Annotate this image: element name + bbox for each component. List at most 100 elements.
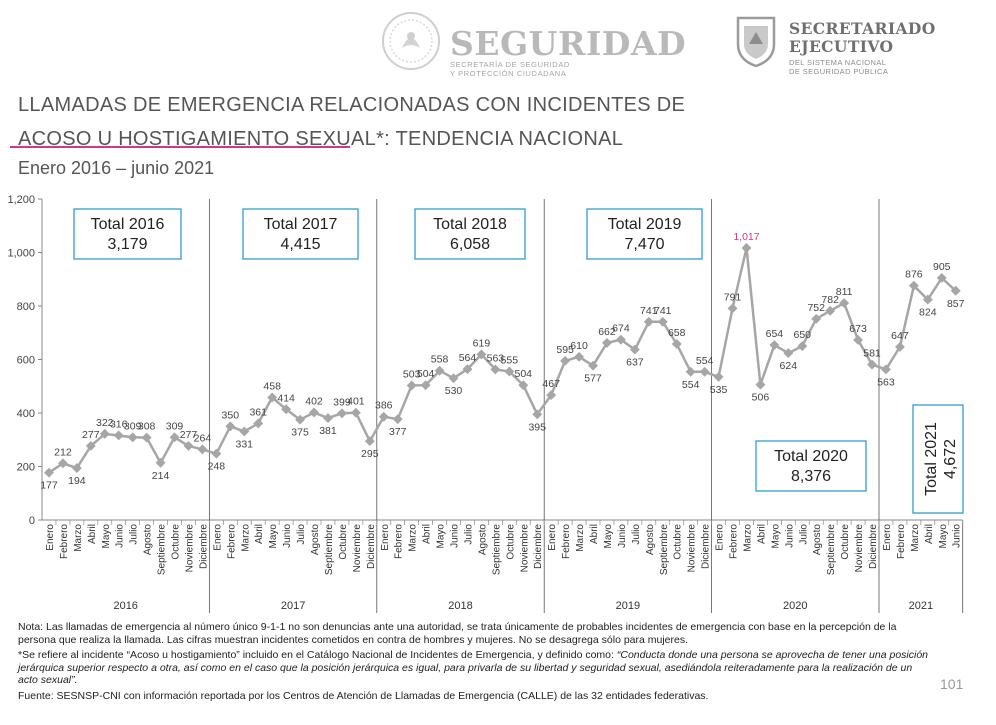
x-tick-label: Julio xyxy=(129,524,140,545)
mexico-seal-icon xyxy=(382,12,440,70)
total-label: Total 2016 xyxy=(91,216,165,233)
data-point xyxy=(127,432,138,443)
data-label: 194 xyxy=(68,475,86,487)
y-tick-label: 200 xyxy=(17,462,35,474)
data-label: 673 xyxy=(849,323,867,335)
x-tick-label: Mayo xyxy=(770,524,781,549)
data-point xyxy=(546,390,557,401)
data-label: 530 xyxy=(445,385,463,397)
data-point xyxy=(922,294,933,305)
data-label: 316 xyxy=(110,418,128,430)
data-point xyxy=(323,413,333,424)
data-label: 504 xyxy=(515,368,533,380)
data-label: 1,017 xyxy=(733,231,759,243)
x-tick-label: Marzo xyxy=(408,524,419,552)
total-box xyxy=(73,208,182,260)
definition-text: “Conducta donde una persona se aprovecha… xyxy=(18,649,928,686)
data-label: 458 xyxy=(263,380,281,392)
total-value: 8,376 xyxy=(791,468,831,485)
x-tick-label: Julio xyxy=(463,524,474,545)
x-tick-label: Febrero xyxy=(59,524,70,559)
secretariado-logo: SECRETARIADO EJECUTIVO DEL SISTEMA NACIO… xyxy=(735,14,975,80)
data-point xyxy=(364,436,375,447)
data-point xyxy=(476,349,487,360)
data-label: 654 xyxy=(766,328,784,340)
data-point xyxy=(560,355,571,366)
note-text: Nota: Las llamadas de emergencia al núme… xyxy=(18,621,897,646)
data-label: 752 xyxy=(807,302,825,314)
data-label: 214 xyxy=(152,470,170,482)
data-point xyxy=(518,380,529,391)
data-point xyxy=(727,303,738,314)
data-label: 375 xyxy=(291,427,309,439)
page-number: 101 xyxy=(940,676,964,692)
x-tick-label: Junio xyxy=(115,524,126,548)
data-label: 555 xyxy=(501,355,519,367)
data-label: 857 xyxy=(947,298,965,310)
x-tick-label: Febrero xyxy=(561,524,572,559)
data-label: 610 xyxy=(570,340,588,352)
x-tick-label: Julio xyxy=(631,524,642,545)
data-point xyxy=(113,430,124,441)
data-label: 402 xyxy=(305,395,323,407)
data-label: 535 xyxy=(710,384,728,396)
data-label: 322 xyxy=(96,417,114,429)
x-tick-label: Abril xyxy=(254,524,265,544)
data-label: 563 xyxy=(487,352,505,364)
x-tick-label: Julio xyxy=(798,524,809,545)
x-tick-label: Agosto xyxy=(812,524,823,556)
x-tick-label: Febrero xyxy=(226,524,237,559)
x-tick-label: Mayo xyxy=(603,524,614,549)
data-label: 741 xyxy=(654,305,672,317)
x-tick-label: Agosto xyxy=(477,524,488,556)
x-tick-label: Noviembre xyxy=(687,524,698,573)
x-tick-label: Septiembre xyxy=(324,524,335,576)
total-box xyxy=(586,208,703,260)
data-point xyxy=(797,341,808,352)
data-label: 577 xyxy=(584,373,602,385)
data-point xyxy=(894,341,905,352)
data-point xyxy=(392,414,403,425)
data-label: 619 xyxy=(473,337,491,349)
data-label: 277 xyxy=(180,429,198,441)
data-label: 647 xyxy=(891,330,909,342)
data-label: 554 xyxy=(696,355,714,367)
total-box xyxy=(755,440,867,492)
data-label: 386 xyxy=(375,400,393,412)
x-tick-label: Febrero xyxy=(896,524,907,559)
data-label: 658 xyxy=(668,327,686,339)
data-label: 350 xyxy=(222,409,240,421)
x-tick-label: Enero xyxy=(380,524,391,551)
x-tick-label: Junio xyxy=(952,524,963,548)
x-tick-label: Septiembre xyxy=(157,524,168,576)
data-point xyxy=(839,298,850,309)
seguridad-subtitle: SECRETARÍA DE SEGURIDAD Y PROTECCIÓN CIU… xyxy=(450,60,570,78)
x-tick-label: Junio xyxy=(282,524,293,548)
x-tick-label: Diciembre xyxy=(701,524,712,569)
line-chart: 0 200 400 600 800 1,000 1,200 2016 2017 2018 2019 2… xyxy=(7,194,965,613)
data-label: 674 xyxy=(612,323,630,335)
x-tick-label: Diciembre xyxy=(366,524,377,569)
data-point xyxy=(434,365,445,376)
data-label: 650 xyxy=(794,329,812,341)
data-point xyxy=(643,316,654,327)
title-line-2: ACOSO U HOSTIGAMIENTO SEXUAL*: TENDENCIA… xyxy=(18,128,624,150)
x-tick-label: Diciembre xyxy=(533,524,544,569)
data-label: 637 xyxy=(626,357,644,369)
total-value: 4,672 xyxy=(942,439,959,479)
data-label: 401 xyxy=(347,396,365,408)
data-label: 558 xyxy=(431,354,449,366)
chart-subtitle: Enero 2016 – junio 2021 xyxy=(18,158,215,178)
definition-note: *Se refiere al incidente “Acoso u hostig… xyxy=(18,649,928,687)
x-tick-label: Agosto xyxy=(645,524,656,556)
data-point xyxy=(309,407,319,418)
data-label: 414 xyxy=(277,392,295,404)
data-point xyxy=(336,408,347,419)
year-label: 2021 xyxy=(909,600,933,612)
data-point xyxy=(532,409,543,420)
data-label: 581 xyxy=(863,348,881,360)
data-point xyxy=(406,380,417,391)
data-label: 876 xyxy=(905,269,923,281)
x-tick-label: Enero xyxy=(715,524,726,551)
x-tick-label: Marzo xyxy=(73,524,84,552)
